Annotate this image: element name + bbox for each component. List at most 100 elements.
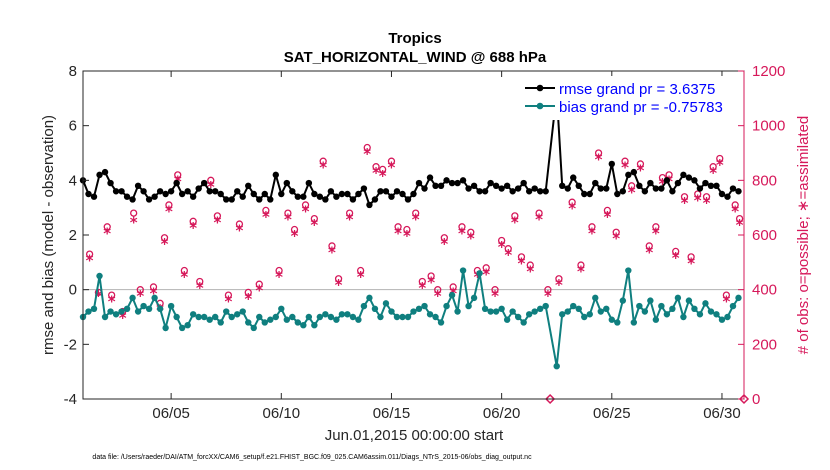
rmse-point <box>349 196 357 203</box>
possible-obs-marker <box>594 149 603 157</box>
possible-obs-marker <box>107 291 116 299</box>
possible-obs-marker <box>621 157 629 165</box>
bias-point <box>636 302 643 310</box>
rmse-point <box>366 201 373 209</box>
bias-point <box>90 305 98 312</box>
rmse-point <box>178 190 186 198</box>
rmse-point <box>305 179 313 187</box>
bias-point <box>112 311 120 318</box>
assimilated-obs-marker: * <box>703 194 711 212</box>
rmse-point <box>311 190 318 198</box>
bias-point <box>360 302 368 310</box>
bias-point <box>399 313 406 321</box>
bias-point <box>536 305 544 312</box>
possible-obs-marker <box>680 193 689 201</box>
rmse-point <box>239 193 246 200</box>
bias-point <box>514 313 522 321</box>
rmse-point <box>520 179 527 187</box>
assimilated-obs-marker: * <box>612 230 620 248</box>
possible-obs-marker <box>356 266 365 275</box>
assimilated-obs-marker: * <box>568 200 576 218</box>
rmse-point <box>630 168 638 176</box>
x-tick-label: 06/30 <box>703 405 741 422</box>
rmse-point <box>421 185 428 192</box>
rmse-point <box>272 171 279 179</box>
rmse-point <box>641 188 649 195</box>
rmse-point <box>217 190 224 198</box>
bias-point <box>140 302 147 310</box>
assimilated-obs-marker: * <box>555 276 563 294</box>
assimilated-obs-marker: * <box>189 219 197 237</box>
rmse-point <box>294 193 302 200</box>
rmse-point <box>162 190 169 198</box>
bias-point <box>245 319 252 326</box>
bias-point <box>680 313 687 321</box>
assimilated-obs-marker: * <box>736 216 744 234</box>
rmse-point <box>652 185 660 192</box>
possible-obs-marker <box>497 236 506 245</box>
rmse-point <box>498 185 505 192</box>
assimilated-obs-marker: * <box>637 161 645 179</box>
rmse-point <box>575 182 582 189</box>
assimilated-obs-marker: * <box>672 249 680 267</box>
rmse-point <box>333 193 340 200</box>
bias-point <box>355 316 362 323</box>
y-tick-label: -2 <box>64 336 77 353</box>
rmse-point <box>228 196 235 203</box>
rmse-point <box>426 174 434 181</box>
rmse-point <box>382 188 390 195</box>
assimilated-obs-marker: * <box>645 243 653 261</box>
bias-point <box>481 305 489 312</box>
rmse-point <box>300 193 307 200</box>
bias-point <box>278 305 285 312</box>
possible-obs-marker <box>716 154 724 163</box>
possible-obs-marker <box>418 277 426 286</box>
bias-point <box>289 313 296 321</box>
assimilated-obs-marker: * <box>544 287 552 305</box>
bias-point <box>647 297 654 304</box>
rmse-point <box>96 171 103 179</box>
y-axis-label: rmse and bias (model - observation) <box>40 115 57 355</box>
rmse-point <box>707 182 715 189</box>
rmse-point <box>663 177 671 184</box>
legend-bias-marker <box>536 102 544 110</box>
bias-point <box>145 305 153 312</box>
bias-point <box>200 313 208 321</box>
bias-point <box>195 313 202 321</box>
possible-obs-marker <box>403 225 411 234</box>
possible-obs-marker <box>174 171 182 179</box>
rmse-point <box>625 171 632 179</box>
possible-obs-marker <box>394 223 402 231</box>
assimilated-obs-marker: * <box>491 287 499 305</box>
rmse-bias-series <box>79 89 742 370</box>
rmse-point <box>415 179 423 187</box>
assimilated-obs-marker: * <box>526 263 534 281</box>
rmse-point <box>167 188 175 195</box>
y2-tick-label: 400 <box>752 282 777 299</box>
bias-point <box>630 319 638 326</box>
assimilated-obs-marker: * <box>363 145 371 163</box>
assimilated-obs-marker: * <box>687 254 695 272</box>
possible-obs-marker <box>207 176 215 184</box>
bias-point <box>669 305 676 312</box>
rmse-point <box>371 196 379 203</box>
assimilated-obs-marker: * <box>291 227 299 245</box>
y-tick-label: -4 <box>64 391 77 408</box>
rmse-point <box>636 182 643 189</box>
rmse-point <box>256 196 263 203</box>
bias-point <box>658 302 665 310</box>
bias-point <box>575 305 582 312</box>
bias-point <box>129 294 136 302</box>
rmse-point <box>129 196 136 203</box>
y-tick-label: 4 <box>69 172 77 189</box>
rmse-point <box>184 188 191 195</box>
possible-obs-marker <box>504 245 512 253</box>
rmse-point <box>173 179 180 187</box>
possible-obs-marker <box>645 242 653 250</box>
rmse-point <box>459 177 467 184</box>
bias-point <box>96 272 103 280</box>
y-tick-label: 6 <box>69 118 77 135</box>
bias-point <box>437 319 445 326</box>
rmse-point <box>316 193 324 200</box>
rmse-point <box>118 188 125 195</box>
